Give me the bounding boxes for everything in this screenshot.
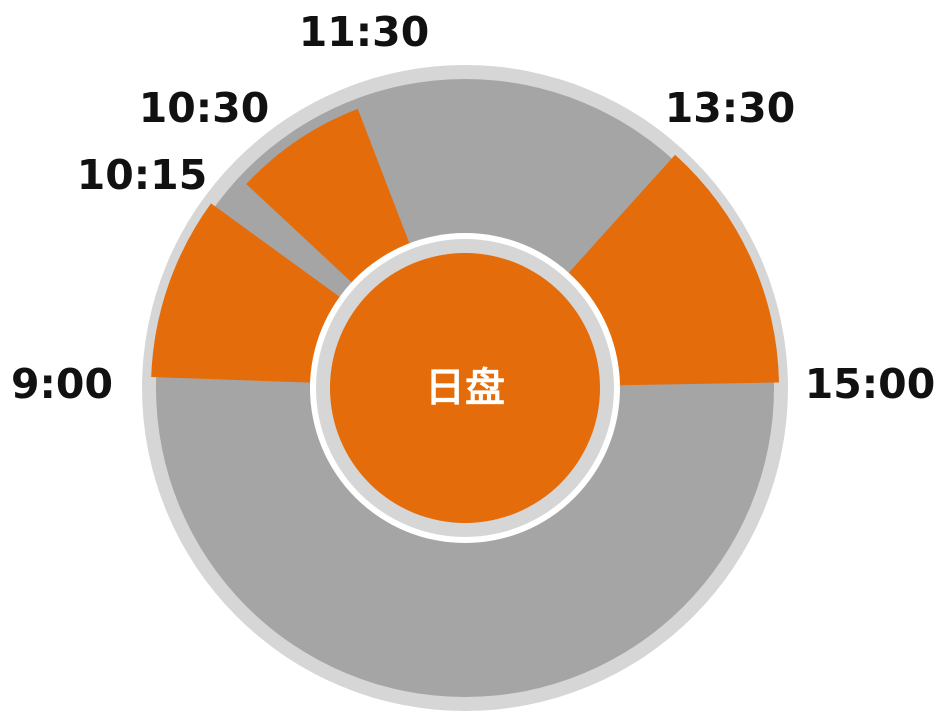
- time-label-1500: 15:00: [805, 360, 936, 408]
- session-wedge-morning-1: [151, 203, 344, 383]
- center-disc: [330, 253, 600, 523]
- time-label-1130: 11:30: [299, 8, 430, 56]
- time-label-0900: 9:00: [11, 360, 113, 408]
- center-label: 日盘: [425, 365, 505, 411]
- session-wedge-afternoon: [565, 154, 779, 386]
- session-wedge-morning-2: [246, 108, 412, 286]
- time-label-1330: 13:30: [665, 84, 796, 132]
- time-label-1015: 10:15: [77, 151, 208, 199]
- time-label-1030: 10:30: [139, 84, 270, 132]
